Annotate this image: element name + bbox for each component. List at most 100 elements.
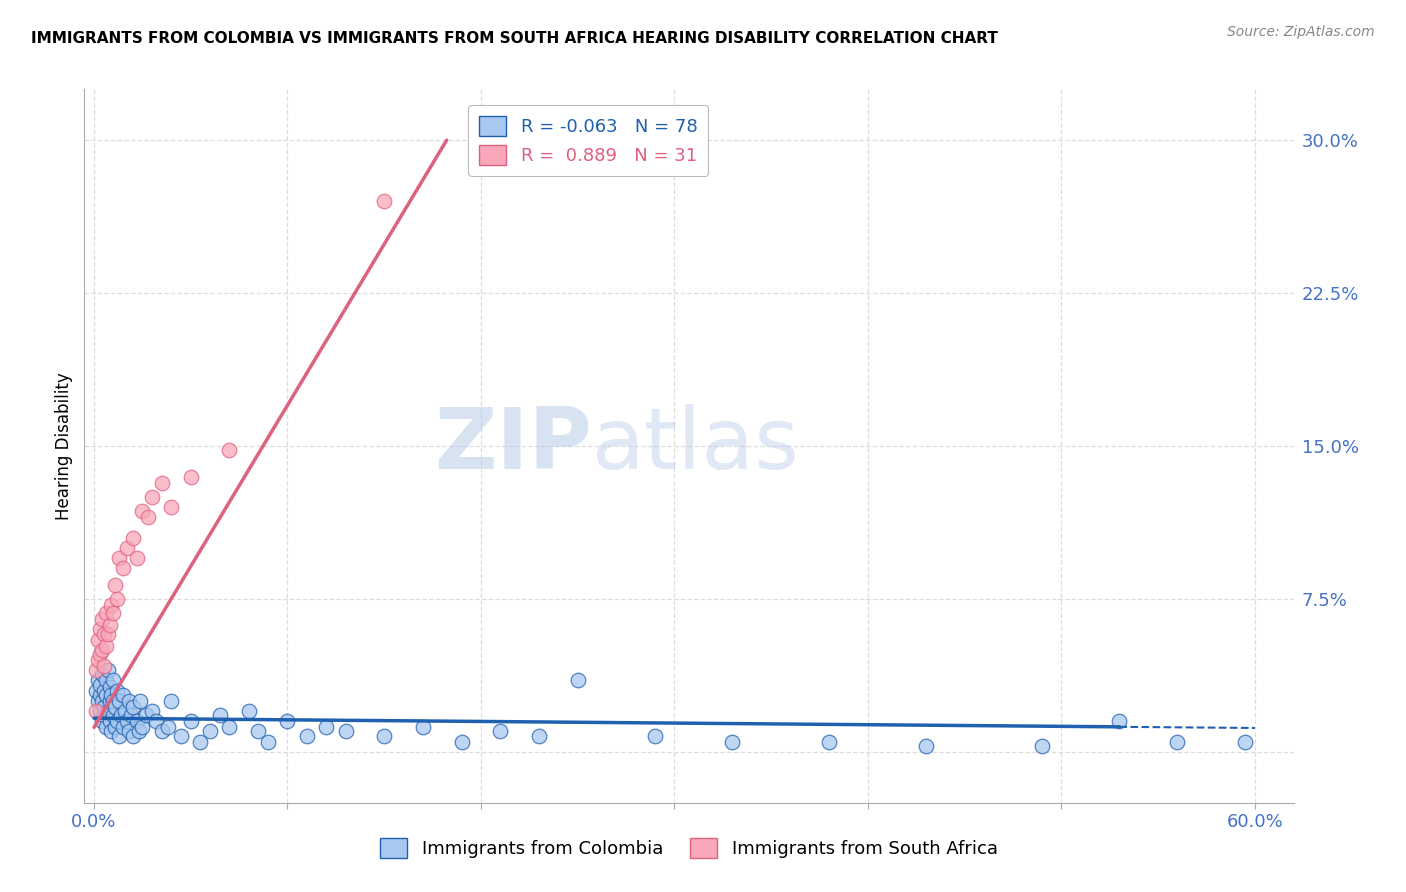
Point — [93, 659, 115, 673]
Point — [89, 677, 111, 691]
Point — [121, 531, 143, 545]
Text: ZIP: ZIP — [434, 404, 592, 488]
Point — [373, 194, 395, 209]
Point — [93, 708, 115, 723]
Point — [94, 639, 117, 653]
Point — [208, 708, 231, 723]
Point — [87, 673, 110, 688]
Point — [90, 714, 112, 729]
Point — [89, 647, 111, 661]
Point — [160, 694, 183, 708]
Point — [125, 714, 148, 729]
Point — [567, 673, 589, 688]
Point — [150, 475, 173, 490]
Point — [108, 729, 131, 743]
Point — [112, 688, 135, 702]
Text: Source: ZipAtlas.com: Source: ZipAtlas.com — [1227, 25, 1375, 39]
Point — [295, 729, 318, 743]
Point — [1031, 739, 1053, 753]
Point — [103, 606, 125, 620]
Point — [112, 561, 135, 575]
Point — [90, 694, 112, 708]
Point — [108, 694, 131, 708]
Point — [98, 714, 121, 729]
Point — [131, 720, 153, 734]
Point — [489, 724, 512, 739]
Point — [103, 694, 125, 708]
Point — [97, 663, 120, 677]
Point — [121, 729, 143, 743]
Point — [129, 694, 152, 708]
Point — [94, 673, 117, 688]
Point — [93, 700, 115, 714]
Point — [89, 623, 111, 637]
Point — [104, 577, 127, 591]
Point — [120, 708, 142, 723]
Point — [198, 724, 221, 739]
Point — [218, 443, 240, 458]
Point — [90, 667, 112, 681]
Point — [97, 626, 120, 640]
Point — [105, 714, 128, 729]
Point — [114, 704, 136, 718]
Point — [131, 504, 153, 518]
Point — [84, 663, 107, 677]
Point — [335, 724, 357, 739]
Point — [121, 700, 143, 714]
Point — [103, 708, 125, 723]
Point — [141, 704, 163, 718]
Point — [89, 688, 111, 702]
Point — [84, 704, 107, 718]
Point — [103, 673, 125, 688]
Point — [141, 490, 163, 504]
Point — [90, 612, 112, 626]
Point — [135, 708, 157, 723]
Point — [87, 653, 110, 667]
Point — [1234, 734, 1257, 748]
Point — [118, 694, 141, 708]
Point — [115, 714, 138, 729]
Point — [125, 551, 148, 566]
Point — [97, 704, 120, 718]
Point — [98, 618, 121, 632]
Point — [915, 739, 938, 753]
Point — [247, 724, 270, 739]
Point — [94, 606, 117, 620]
Text: IMMIGRANTS FROM COLOMBIA VS IMMIGRANTS FROM SOUTH AFRICA HEARING DISABILITY CORR: IMMIGRANTS FROM COLOMBIA VS IMMIGRANTS F… — [31, 31, 998, 46]
Point — [218, 720, 240, 734]
Point — [150, 724, 173, 739]
Point — [644, 729, 666, 743]
Point — [156, 720, 179, 734]
Point — [93, 683, 115, 698]
Point — [238, 704, 260, 718]
Point — [136, 510, 159, 524]
Point — [104, 720, 127, 734]
Point — [89, 704, 111, 718]
Point — [257, 734, 280, 748]
Point — [108, 551, 131, 566]
Point — [87, 632, 110, 647]
Point — [1166, 734, 1188, 748]
Point — [94, 720, 117, 734]
Point — [1108, 714, 1130, 729]
Point — [98, 694, 121, 708]
Point — [721, 734, 744, 748]
Point — [100, 598, 122, 612]
Point — [315, 720, 337, 734]
Point — [87, 694, 110, 708]
Point — [94, 688, 117, 702]
Point — [170, 729, 193, 743]
Point — [180, 469, 202, 483]
Point — [104, 700, 127, 714]
Point — [84, 683, 107, 698]
Point — [190, 734, 212, 748]
Point — [527, 729, 550, 743]
Point — [145, 714, 167, 729]
Point — [128, 724, 150, 739]
Point — [93, 626, 115, 640]
Point — [450, 734, 472, 748]
Point — [373, 729, 395, 743]
Legend: Immigrants from Colombia, Immigrants from South Africa: Immigrants from Colombia, Immigrants fro… — [373, 830, 1005, 865]
Point — [412, 720, 434, 734]
Text: atlas: atlas — [592, 404, 800, 488]
